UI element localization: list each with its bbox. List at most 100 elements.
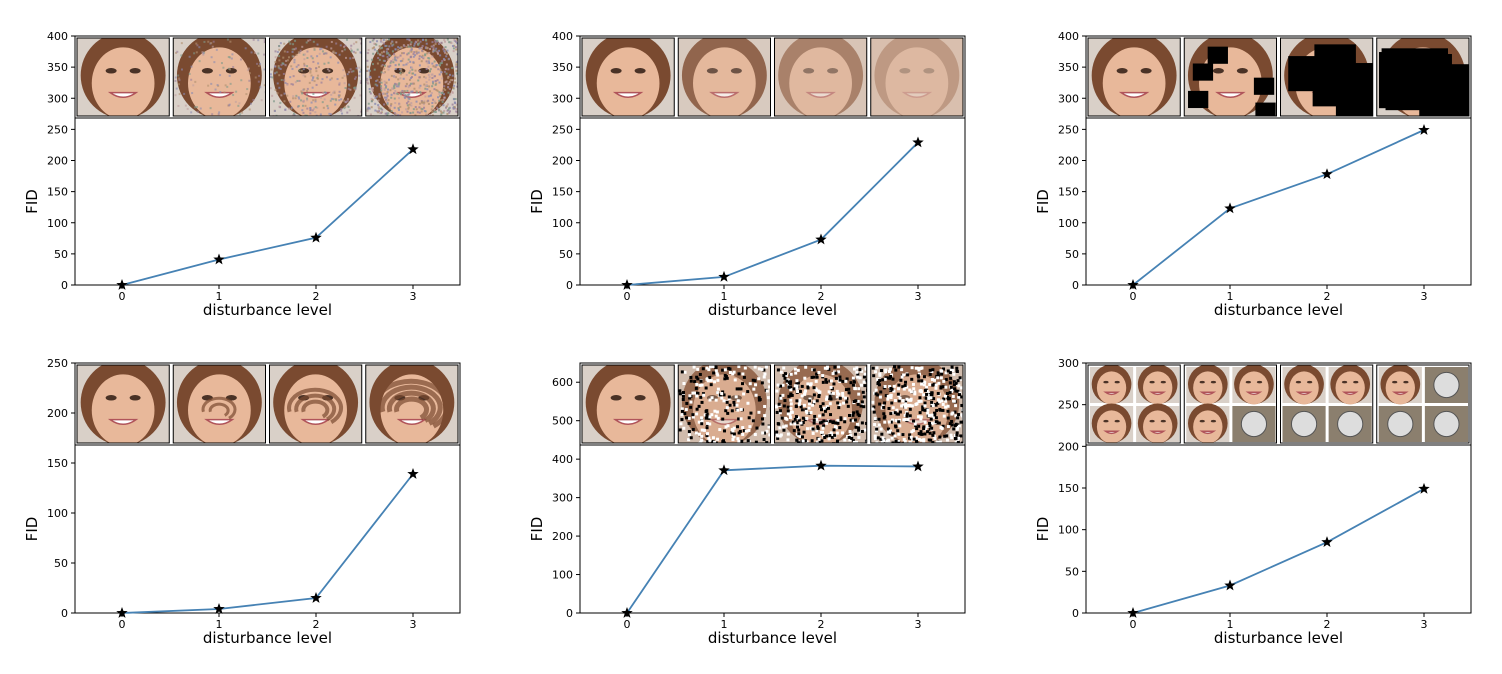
noise-pixel xyxy=(393,97,396,100)
noise-pixel xyxy=(431,101,434,104)
noise-pixel xyxy=(301,104,304,107)
salt-pepper-pixel xyxy=(898,424,902,428)
salt-pepper-pixel xyxy=(902,437,906,441)
left-eye xyxy=(1212,68,1224,74)
noise-pixel xyxy=(348,71,351,74)
salt-pepper-pixel xyxy=(863,384,867,388)
noise-pixel xyxy=(326,68,329,71)
noise-pixel xyxy=(416,91,419,94)
noise-pixel xyxy=(381,108,384,111)
salt-pepper-pixel xyxy=(841,394,845,398)
noise-pixel xyxy=(410,104,413,107)
salt-pepper-pixel xyxy=(716,387,720,391)
salt-pepper-pixel xyxy=(896,440,900,443)
y-axis-label: FID xyxy=(23,189,41,214)
salt-pepper-pixel xyxy=(776,383,780,387)
salt-pepper-pixel xyxy=(797,400,801,404)
salt-pepper-pixel xyxy=(851,383,855,387)
salt-pepper-pixel xyxy=(944,399,948,403)
noise-pixel xyxy=(356,48,359,51)
salt-pepper-pixel xyxy=(808,383,812,387)
y-tick-label: 50 xyxy=(1065,565,1079,578)
noise-pixel xyxy=(396,56,399,59)
salt-pepper-pixel xyxy=(956,379,960,383)
noise-pixel xyxy=(263,84,266,87)
salt-pepper-pixel xyxy=(815,429,819,433)
noise-pixel xyxy=(405,73,408,76)
salt-pepper-pixel xyxy=(928,421,932,425)
salt-pepper-pixel xyxy=(836,421,840,425)
salt-pepper-pixel xyxy=(905,385,909,389)
smile xyxy=(107,91,139,99)
noise-pixel xyxy=(386,114,389,116)
salt-pepper-pixel xyxy=(742,429,746,433)
swirl-stroke xyxy=(372,378,450,429)
noise-pixel xyxy=(378,75,381,78)
salt-pepper-pixel xyxy=(919,430,923,434)
salt-pepper-pixel xyxy=(688,394,692,398)
noise-pixel xyxy=(304,104,307,107)
noise-pixel xyxy=(352,50,355,53)
noise-pixel xyxy=(410,46,413,49)
noise-pixel xyxy=(366,81,369,84)
y-tick-label: 0 xyxy=(566,279,573,292)
salt-pepper-pixel xyxy=(849,433,853,437)
noise-pixel xyxy=(378,110,381,113)
salt-pepper-pixel xyxy=(809,410,813,414)
salt-pepper-pixel xyxy=(820,439,824,443)
salt-pepper-pixel xyxy=(782,366,786,370)
noise-pixel xyxy=(310,74,313,77)
salt-pepper-pixel xyxy=(778,411,782,415)
x-tick-label: 1 xyxy=(1227,618,1234,631)
noise-pixel xyxy=(382,92,385,95)
salt-pepper-pixel xyxy=(747,428,751,432)
salt-pepper-pixel xyxy=(807,411,811,415)
noise-pixel xyxy=(273,109,276,112)
salt-pepper-pixel xyxy=(755,426,759,430)
salt-pepper-pixel xyxy=(796,390,800,394)
salt-pepper-pixel xyxy=(678,428,682,432)
noise-pixel xyxy=(438,108,441,111)
salt-pepper-pixel xyxy=(917,372,921,376)
noise-pixel xyxy=(388,78,391,81)
salt-pepper-pixel xyxy=(847,413,851,417)
salt-pepper-pixel xyxy=(779,396,783,400)
salt-pepper-pixel xyxy=(777,402,781,406)
noise-pixel xyxy=(405,45,408,48)
noise-pixel xyxy=(245,93,248,96)
noise-pixel xyxy=(366,69,369,72)
salt-pepper-pixel xyxy=(795,421,799,425)
salt-pepper-pixel xyxy=(753,433,757,437)
noise-pixel xyxy=(387,65,390,68)
noise-pixel xyxy=(425,39,428,42)
noise-pixel xyxy=(424,53,427,56)
y-tick-label: 150 xyxy=(1058,482,1079,495)
noise-pixel xyxy=(259,86,262,89)
salt-pepper-pixel xyxy=(841,379,845,383)
noise-pixel xyxy=(411,66,414,69)
noise-pixel xyxy=(448,110,451,113)
salt-pepper-pixel xyxy=(901,403,905,407)
noise-pixel xyxy=(367,82,370,85)
y-tick-label: 350 xyxy=(1058,61,1079,74)
left-eye xyxy=(610,68,622,74)
noise-pixel xyxy=(425,84,428,87)
salt-pepper-pixel xyxy=(897,441,901,443)
noise-pixel xyxy=(320,96,323,99)
noise-pixel xyxy=(438,92,441,95)
noise-pixel xyxy=(378,95,381,98)
noise-pixel xyxy=(346,98,349,101)
noise-pixel xyxy=(360,108,362,111)
noise-pixel xyxy=(239,113,242,116)
y-tick-label: 250 xyxy=(1058,123,1079,136)
noise-pixel xyxy=(272,100,275,103)
noise-pixel xyxy=(376,84,379,87)
noise-pixel xyxy=(440,62,443,65)
noise-pixel xyxy=(222,66,225,69)
salt-pepper-pixel xyxy=(906,373,910,377)
salt-pepper-pixel xyxy=(873,423,877,427)
salt-pepper-pixel xyxy=(873,437,877,441)
noise-pixel xyxy=(376,52,379,55)
noise-pixel xyxy=(293,58,296,61)
salt-pepper-pixel xyxy=(694,386,698,390)
